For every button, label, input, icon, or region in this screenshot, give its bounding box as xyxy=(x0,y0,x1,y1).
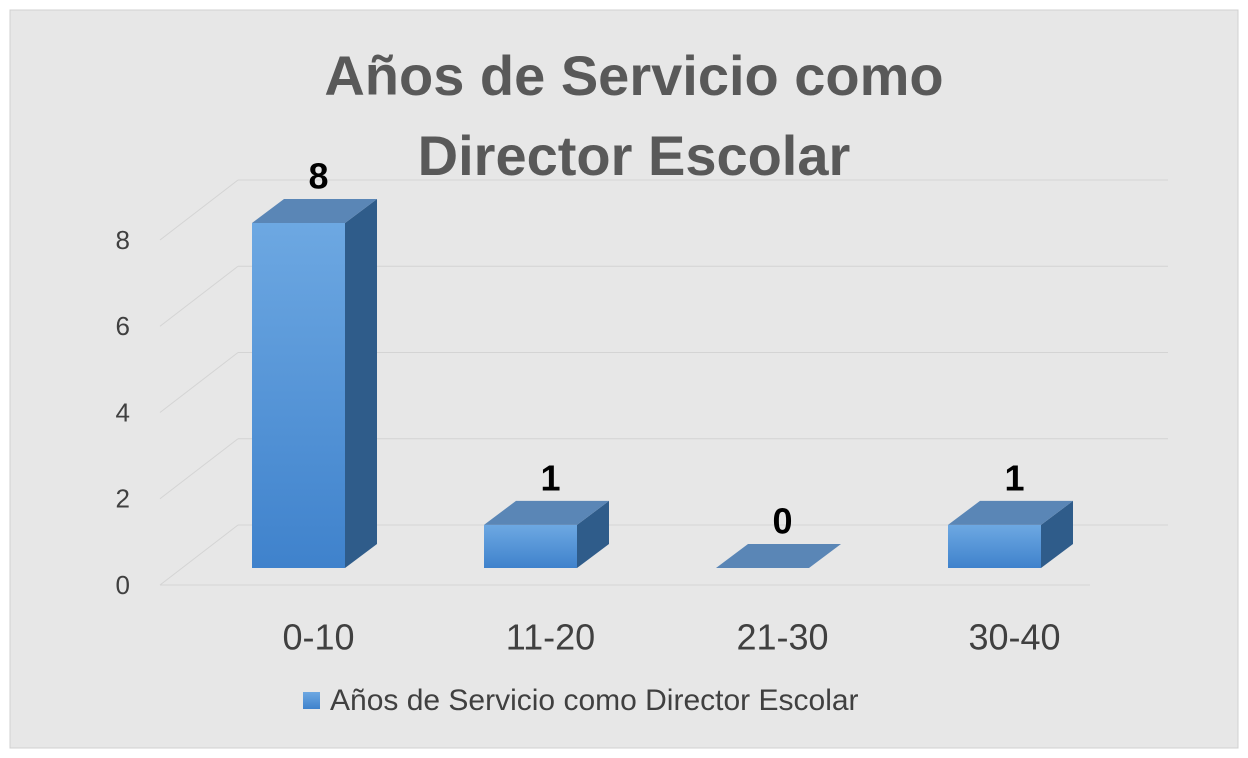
y-tick-label: 0 xyxy=(116,570,130,600)
x-tick-label: 21-30 xyxy=(736,617,828,658)
bar-side xyxy=(577,500,609,568)
grid-line xyxy=(159,352,239,413)
y-tick-label: 6 xyxy=(116,311,130,341)
bar-front xyxy=(484,524,577,568)
x-tick-label: 0-10 xyxy=(282,617,354,658)
data-label: 8 xyxy=(308,156,328,197)
bar-top xyxy=(252,199,377,223)
y-tick-label: 4 xyxy=(116,397,130,427)
bar-side xyxy=(1041,500,1073,568)
data-label: 1 xyxy=(1004,457,1024,498)
x-tick-label: 30-40 xyxy=(968,617,1060,658)
x-tick-label: 11-20 xyxy=(506,617,595,658)
y-tick-label: 8 xyxy=(116,225,130,255)
grid-line xyxy=(159,438,239,500)
grid-line xyxy=(159,524,239,586)
chart-title: Años de Servicio como Director Escolar xyxy=(324,44,944,187)
legend-label: Años de Servicio como Director Escolar xyxy=(330,684,859,717)
chart-area xyxy=(9,9,1239,749)
grid-line xyxy=(159,265,239,327)
grid-line xyxy=(159,179,239,241)
bar-side xyxy=(345,199,377,568)
data-label: 1 xyxy=(540,457,560,498)
bar-top xyxy=(948,500,1073,525)
bar-front xyxy=(948,524,1041,568)
bar-top xyxy=(716,544,841,568)
bar-front xyxy=(252,223,345,568)
y-tick-label: 2 xyxy=(116,484,130,514)
legend-swatch xyxy=(303,692,320,709)
data-label: 0 xyxy=(772,501,792,542)
bar-top xyxy=(484,500,609,525)
